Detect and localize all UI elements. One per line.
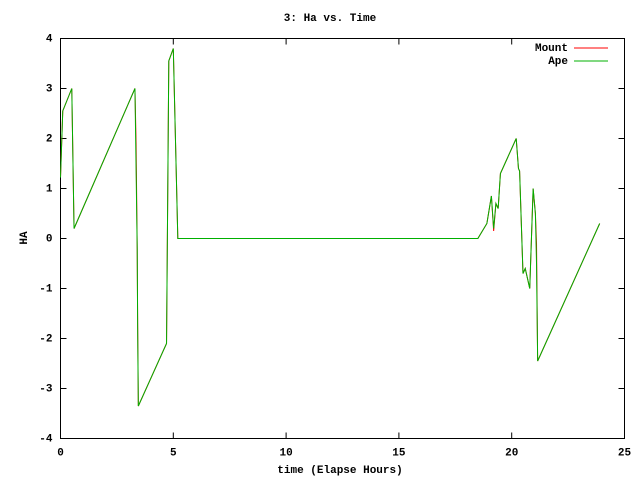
y-tick-label: 2 (46, 133, 53, 145)
x-tick-label: 20 (505, 447, 518, 459)
y-tick-label: 3 (46, 83, 53, 95)
chart-title: 3: Ha vs. Time (284, 13, 377, 25)
x-tick-label: 15 (392, 447, 406, 459)
y-tick-label: -4 (39, 433, 53, 445)
y-tick-label: -1 (39, 283, 53, 295)
y-tick-label: -3 (39, 383, 53, 395)
x-tick-label: 25 (618, 447, 632, 459)
legend-label: Ape (548, 56, 568, 68)
x-tick-label: 0 (57, 447, 64, 459)
y-tick-label: 1 (46, 183, 53, 195)
series-line (60, 48, 601, 407)
y-tick-label: 4 (46, 33, 53, 45)
y-axis-label: HA (19, 231, 31, 245)
series-line (60, 48, 601, 407)
x-tick-label: 10 (279, 447, 292, 459)
y-tick-label: 0 (46, 233, 53, 245)
x-tick-label: 5 (170, 447, 177, 459)
y-tick-label: -2 (39, 333, 52, 345)
legend-label: Mount (535, 43, 568, 55)
x-axis-label: time (Elapse Hours) (277, 465, 402, 477)
